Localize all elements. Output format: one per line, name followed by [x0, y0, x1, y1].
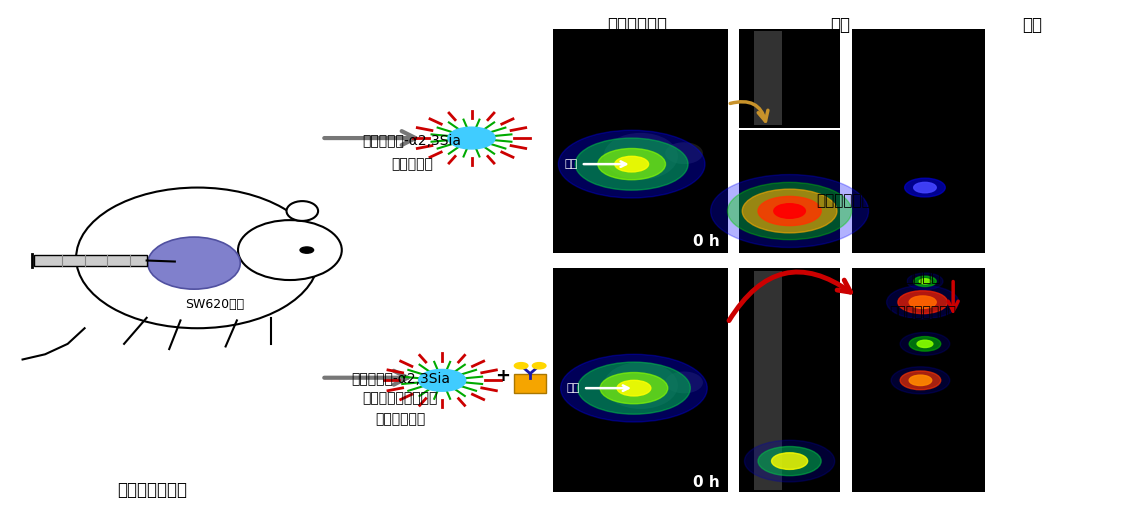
Bar [553, 29, 728, 253]
Text: アルブミン-α2,3Sia: アルブミン-α2,3Sia [351, 371, 450, 384]
Text: （便から排せつ）: （便から排せつ） [889, 305, 957, 319]
Ellipse shape [666, 142, 703, 164]
Circle shape [558, 130, 705, 198]
Circle shape [532, 363, 546, 369]
Text: 0 h: 0 h [693, 234, 720, 249]
Circle shape [774, 204, 805, 218]
Circle shape [909, 296, 936, 308]
Circle shape [418, 369, 466, 391]
Circle shape [758, 196, 821, 226]
Circle shape [917, 340, 933, 348]
Circle shape [907, 273, 943, 290]
Circle shape [600, 373, 668, 404]
Text: と糖鎖付け替え試薬: と糖鎖付け替え試薬 [363, 392, 438, 405]
Text: 腸管: 腸管 [1022, 16, 1042, 34]
Circle shape [742, 189, 837, 233]
Circle shape [514, 363, 528, 369]
Ellipse shape [238, 220, 342, 280]
Ellipse shape [666, 371, 703, 393]
Bar [739, 29, 840, 128]
Text: 膀胱: 膀胱 [830, 16, 851, 34]
Circle shape [615, 156, 649, 172]
Circle shape [909, 375, 932, 386]
Bar [754, 271, 782, 490]
Circle shape [575, 138, 688, 190]
Ellipse shape [603, 133, 678, 180]
Ellipse shape [603, 362, 678, 409]
Ellipse shape [76, 188, 318, 328]
Text: 腸へ移動: 腸へ移動 [905, 269, 941, 284]
Text: 0 h: 0 h [693, 475, 720, 490]
Circle shape [905, 178, 945, 197]
Circle shape [561, 354, 707, 422]
FancyArrowPatch shape [949, 281, 958, 311]
Bar [553, 268, 728, 492]
Text: のみを投与: のみを投与 [390, 157, 433, 171]
Circle shape [448, 127, 495, 149]
FancyArrowPatch shape [729, 272, 851, 320]
Circle shape [891, 367, 950, 394]
Ellipse shape [287, 201, 318, 221]
Circle shape [909, 337, 941, 351]
Text: SW620がん: SW620がん [185, 299, 244, 311]
FancyArrowPatch shape [730, 102, 768, 121]
Circle shape [598, 148, 666, 180]
Circle shape [900, 332, 950, 355]
Bar [739, 130, 840, 253]
Bar [34, 255, 147, 266]
Text: を連続で投与: を連続で投与 [376, 413, 425, 426]
Circle shape [919, 279, 931, 284]
Bar [739, 268, 840, 492]
Text: がん: がん [566, 383, 580, 393]
Text: 腫瘍に直接注射: 腫瘍に直接注射 [117, 481, 187, 499]
Text: がん: がん [564, 159, 578, 169]
Circle shape [914, 182, 936, 193]
Circle shape [728, 182, 852, 240]
Text: 尿から排せつ: 尿から排せつ [817, 193, 871, 208]
Circle shape [300, 247, 314, 253]
Circle shape [617, 380, 651, 396]
Bar [514, 374, 546, 393]
Circle shape [772, 453, 808, 469]
Text: +: + [495, 367, 511, 385]
Bar [754, 31, 782, 125]
Circle shape [578, 362, 690, 414]
Circle shape [887, 286, 959, 319]
Bar [852, 29, 985, 253]
Circle shape [744, 440, 835, 482]
Ellipse shape [148, 237, 240, 289]
Circle shape [898, 291, 948, 314]
Circle shape [758, 446, 821, 476]
Circle shape [900, 371, 941, 390]
Circle shape [711, 175, 869, 247]
Text: アルブミン-α2,3Sia: アルブミン-α2,3Sia [362, 134, 461, 147]
Text: マウスの全身: マウスの全身 [607, 16, 668, 34]
Bar [852, 268, 985, 492]
Circle shape [914, 276, 936, 287]
